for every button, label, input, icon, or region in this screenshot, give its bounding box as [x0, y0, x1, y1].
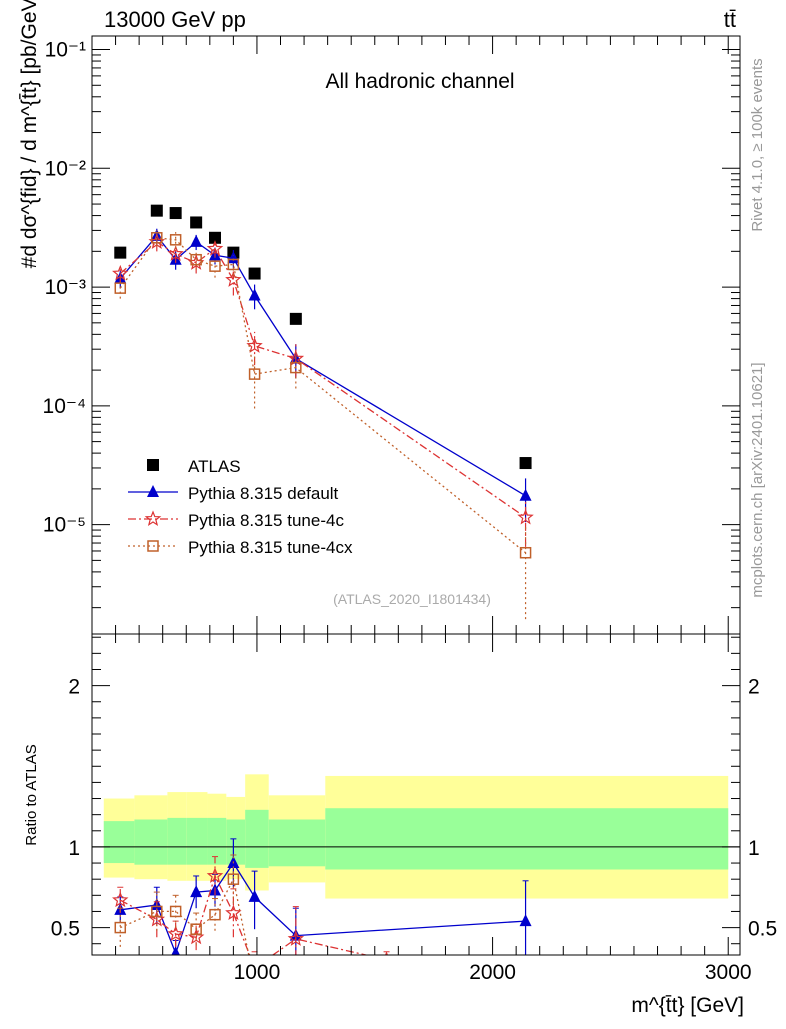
- data-point: [190, 216, 203, 229]
- data-point: [248, 267, 261, 280]
- y-tick-label: 10⁻¹: [45, 39, 86, 62]
- rivet-version-label: Rivet 4.1.0, ≥ 100k events: [749, 58, 766, 231]
- legend-label: ATLAS: [188, 457, 241, 476]
- process-label: tt̄: [724, 7, 736, 32]
- series-line-2: [119, 241, 526, 518]
- ratio-y-tick-label: 1: [68, 837, 80, 860]
- uncertainty-band-inner: [103, 821, 135, 864]
- uncertainty-band-inner: [245, 809, 269, 868]
- y-tick-label: 10⁻²: [45, 157, 86, 180]
- data-point: [114, 246, 127, 259]
- uncertainty-band-inner: [325, 808, 729, 870]
- ratio-y-tick-label-right: 1: [748, 837, 760, 860]
- x-axis-label: m^{t̄t} [GeV]: [631, 994, 744, 1017]
- legend-marker: [147, 459, 159, 471]
- ratio-point: [227, 873, 240, 885]
- legend-label: Pythia 8.315 tune-4c: [188, 511, 344, 530]
- data-point: [209, 260, 221, 272]
- series-line-3: [119, 237, 527, 554]
- ratio-point: [148, 910, 166, 927]
- ratio-point: [248, 889, 261, 902]
- legend: ATLAS Pythia 8.315 default Pythia 8.315 tu…: [128, 457, 353, 557]
- series-line-1: [119, 234, 526, 497]
- legend-marker: [147, 485, 159, 497]
- data-point: [519, 546, 532, 559]
- energy-label: 13000 GeV pp: [104, 7, 246, 32]
- uncertainty-band-inner: [268, 819, 326, 867]
- data-point: [114, 282, 127, 294]
- chart-title: All hadronic channel: [325, 70, 514, 93]
- ratio-point: [171, 946, 180, 955]
- ratio-y-tick-label: 0.5: [51, 918, 80, 941]
- ratio-point: [151, 905, 163, 918]
- ratio-y-tick-label: 2: [68, 676, 80, 699]
- uncertainty-band-inner: [167, 817, 187, 865]
- uncertainty-band-inner: [207, 817, 227, 865]
- uncertainty-band-inner: [134, 819, 168, 865]
- ratio-point: [287, 930, 305, 946]
- data-point: [248, 368, 261, 380]
- ratio-point: [225, 904, 242, 921]
- data-point: [167, 245, 184, 261]
- y-tick-label: 10⁻⁵: [43, 514, 86, 537]
- ratio-point: [169, 905, 182, 918]
- mcplots-label: mcplots.cern.ch [arXiv:2401.10621]: [749, 362, 766, 597]
- ratio-point: [206, 867, 224, 883]
- data-point: [169, 207, 182, 220]
- ratio-y-axis-label: Ratio to ATLAS: [23, 744, 40, 845]
- uncertainty-band-inner: [226, 819, 246, 865]
- data-point: [112, 264, 129, 281]
- ratio-point: [190, 923, 202, 935]
- ratio-point: [167, 925, 184, 942]
- data-point: [209, 231, 222, 244]
- legend-marker: [147, 540, 159, 552]
- data-point: [206, 240, 224, 256]
- ratio-frame: [91, 633, 741, 956]
- data-point: [289, 312, 302, 325]
- data-point: [169, 234, 182, 246]
- ratio-point: [209, 908, 221, 921]
- x-tick-label: 3000: [705, 961, 752, 984]
- data-point: [190, 253, 202, 266]
- data-point: [150, 204, 163, 217]
- y-tick-label: 10⁻⁴: [43, 395, 86, 418]
- legend-label: Pythia 8.315 default: [188, 484, 339, 503]
- data-point: [519, 488, 532, 501]
- x-tick-label: 2000: [469, 961, 516, 984]
- data-point: [151, 232, 163, 244]
- legend-label: Pythia 8.315 tune-4cx: [188, 538, 353, 557]
- ratio-point: [190, 885, 203, 898]
- y-tick-label: 10⁻³: [45, 276, 86, 299]
- data-point: [190, 234, 203, 247]
- ratio-y-tick-label-right: 0.5: [748, 918, 777, 941]
- data-point: [227, 258, 240, 271]
- data-point: [225, 271, 242, 287]
- x-tick-label: 1000: [234, 961, 281, 984]
- uncertainty-band-inner: [186, 817, 208, 865]
- ratio-point: [114, 921, 127, 934]
- data-point: [246, 337, 263, 353]
- ratio-y-tick-label-right: 2: [748, 676, 760, 699]
- data-point: [517, 508, 534, 525]
- analysis-watermark: (ATLAS_2020_I1801434): [333, 591, 491, 607]
- data-point: [519, 457, 532, 470]
- data-point: [248, 288, 261, 301]
- data-point: [290, 361, 302, 374]
- ratio-point: [519, 914, 532, 927]
- ratio-point: [112, 891, 129, 908]
- legend-marker: [144, 510, 162, 527]
- y-axis-label: #d dσ^{fid} / d m^{t̄t} [pb/GeV]: [18, 0, 41, 268]
